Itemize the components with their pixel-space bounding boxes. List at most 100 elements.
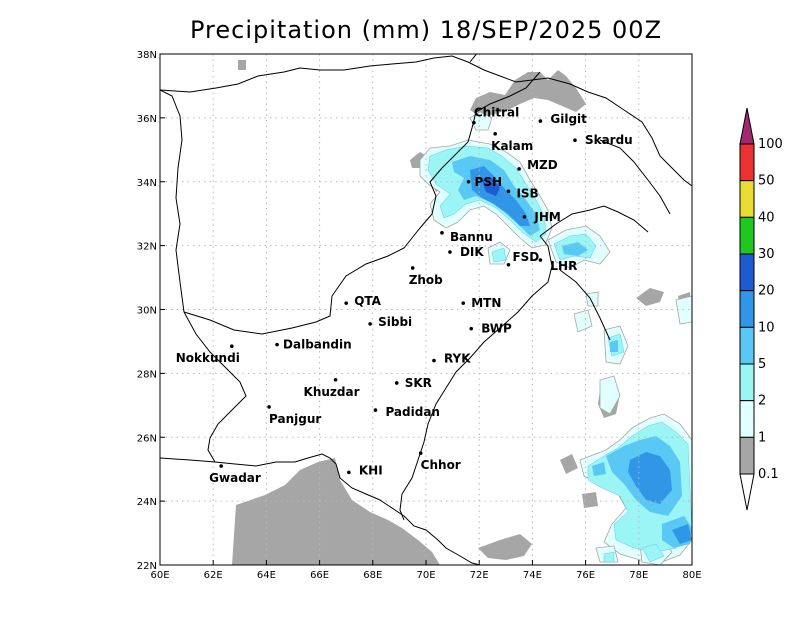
- city-skr: SKR: [394, 376, 432, 390]
- colorbar-box: [739, 290, 755, 328]
- city-marker: [275, 342, 279, 347]
- afghan-north-border: [160, 55, 589, 93]
- colorbar-box: [739, 363, 755, 402]
- city-label: Padidan: [385, 405, 440, 419]
- city-chhor: Chhor: [418, 451, 461, 472]
- colorbar-box: [739, 216, 755, 255]
- city-label: DIK: [460, 245, 484, 259]
- city-marker: [432, 358, 436, 363]
- y-tick-label: 30N: [137, 306, 157, 317]
- city-padidan: Padidan: [373, 405, 440, 419]
- colorbar-box: [739, 436, 755, 475]
- city-marker: [538, 119, 543, 123]
- city-label: Panjgur: [269, 412, 321, 426]
- city-marker: [219, 464, 223, 468]
- city-sibbi: Sibbi: [368, 315, 412, 329]
- city-zhob: Zhob: [409, 266, 443, 287]
- city-skardu: Skardu: [573, 133, 633, 147]
- x-tick-label: 62E: [204, 570, 223, 581]
- city-label: ISB: [516, 186, 538, 200]
- pak-india-border: [399, 235, 553, 521]
- city-marker: [373, 408, 378, 412]
- city-fsd: FSD: [506, 250, 539, 267]
- city-label: Bannu: [450, 230, 493, 244]
- city-dik: DIK: [448, 245, 484, 259]
- precip-shading: [232, 60, 692, 565]
- northeast-line: [469, 54, 478, 63]
- city-label: Dalbandin: [283, 338, 352, 352]
- city-label: Khuzdar: [304, 385, 360, 399]
- city-marker: [347, 470, 351, 475]
- city-label: Chitral: [474, 106, 519, 120]
- city-marker: [522, 215, 527, 219]
- map-title: Precipitation (mm) 18/SEP/2025 00Z: [189, 16, 663, 44]
- colorbar-label: 5: [758, 357, 766, 372]
- city-bannu: Bannu: [440, 230, 493, 244]
- colorbar-top-arrow: [739, 107, 755, 145]
- city-label: MZD: [527, 158, 558, 172]
- city-marker: [538, 258, 543, 262]
- colorbar-box: [739, 326, 755, 365]
- y-tick-label: 36N: [137, 114, 157, 125]
- colorbar-box: [739, 400, 755, 438]
- city-label: Sibbi: [378, 315, 412, 329]
- india-west-line: [559, 269, 611, 341]
- afghan-pak-border: [183, 71, 541, 335]
- colorbar-label: 0.1: [758, 467, 779, 482]
- iran-afghan-border: [160, 89, 185, 313]
- city-marker: [418, 451, 423, 456]
- city-marker: [410, 266, 415, 270]
- city-qta: QTA: [344, 294, 382, 308]
- x-tick-label: 66E: [310, 570, 329, 581]
- city-isb: ISB: [506, 186, 539, 200]
- city-marker: [344, 301, 349, 305]
- y-tick-label: 34N: [137, 178, 157, 189]
- city-mtn: MTN: [461, 296, 501, 310]
- city-lhr: LHR: [538, 258, 577, 273]
- city-label: RYK: [444, 352, 471, 366]
- x-tick-label: 60E: [150, 570, 169, 581]
- x-tick-label: 64E: [257, 570, 276, 581]
- city-marker: [466, 179, 471, 184]
- city-psh: PSH: [466, 175, 502, 189]
- city-marker: [230, 344, 234, 349]
- city-jhm: JHM: [522, 210, 561, 224]
- city-marker: [394, 381, 399, 385]
- colorbar-label: 50: [758, 174, 775, 189]
- colorbar: 0.1 1 2 5 10 20 30 40 50 100: [739, 107, 783, 511]
- precip-blue-10: [470, 166, 692, 544]
- colorbar-box: [739, 253, 755, 292]
- city-ryk: RYK: [432, 352, 471, 366]
- y-tick-label: 22N: [137, 561, 157, 572]
- city-markers: Chitral Kalam Gilgit Skardu MZD PSH ISB JHM Bann…: [176, 106, 633, 485]
- city-label: PSH: [475, 175, 502, 189]
- city-khuzdar: Khuzdar: [304, 377, 360, 399]
- city-marker: [493, 132, 497, 136]
- city-bwp: BWP: [469, 322, 512, 336]
- colorbar-label: 2: [758, 394, 766, 409]
- city-gwadar: Gwadar: [209, 464, 261, 485]
- city-label: JHM: [533, 210, 560, 224]
- city-label: Skardu: [585, 133, 633, 147]
- colorbar-box: [739, 180, 755, 218]
- coastline: [160, 453, 481, 565]
- city-marker: [440, 231, 444, 235]
- iran-pak-border: [183, 311, 247, 463]
- city-marker: [517, 167, 521, 171]
- city-label: MTN: [471, 296, 501, 310]
- colorbar-label: 40: [758, 210, 775, 225]
- colorbar-bottom-arrow: [739, 473, 755, 511]
- city-marker: [333, 377, 338, 382]
- boundaries: [160, 54, 692, 565]
- map-grid: [160, 54, 692, 565]
- city-marker: [368, 322, 372, 326]
- city-label: BWP: [481, 322, 512, 336]
- colorbar-box: [739, 143, 755, 182]
- x-tick-label: 74E: [523, 570, 542, 581]
- x-tick-label: 80E: [682, 570, 701, 581]
- city-label: LHR: [550, 259, 577, 273]
- city-label: Zhob: [409, 273, 443, 287]
- city-dalbandin: Dalbandin: [275, 338, 352, 352]
- colorbar-label: 20: [758, 284, 775, 299]
